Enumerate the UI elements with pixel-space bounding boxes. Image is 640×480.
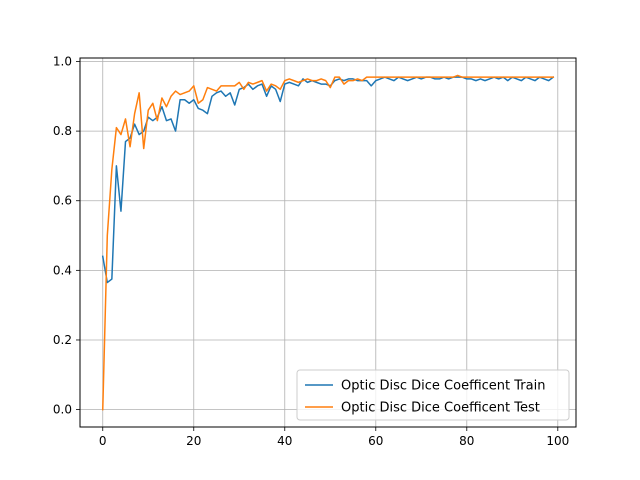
y-tick-label: 0.4 xyxy=(53,263,72,277)
axes-frame xyxy=(79,57,577,428)
x-tick-label: 100 xyxy=(546,434,569,448)
grid-lines xyxy=(80,58,576,427)
legend-label-train: Optic Disc Dice Coefficent Train xyxy=(341,379,545,394)
x-tick-label: 0 xyxy=(99,434,107,448)
legend-box xyxy=(296,369,570,421)
axis-ticks: 0 20 40 60 80 100 0.0 0.2 0.4 0.6 0.8 1.0 xyxy=(53,54,569,448)
x-tick-label: 40 xyxy=(277,434,292,448)
x-tick-label: 60 xyxy=(368,434,383,448)
y-tick-label: 0.8 xyxy=(53,124,72,138)
legend-label-test: Optic Disc Dice Coefficent Test xyxy=(341,401,540,416)
y-tick-label: 0.2 xyxy=(53,333,72,347)
x-tick-label: 80 xyxy=(459,434,474,448)
x-tick-label: 20 xyxy=(186,434,201,448)
y-tick-label: 1.0 xyxy=(53,54,72,68)
series-line-test xyxy=(101,74,554,411)
plot-series xyxy=(101,74,555,411)
y-tick-label: 0.6 xyxy=(53,194,72,208)
legend: Optic Disc Dice Coefficent Train Optic Di… xyxy=(296,369,570,421)
y-tick-label: 0.0 xyxy=(53,403,72,417)
